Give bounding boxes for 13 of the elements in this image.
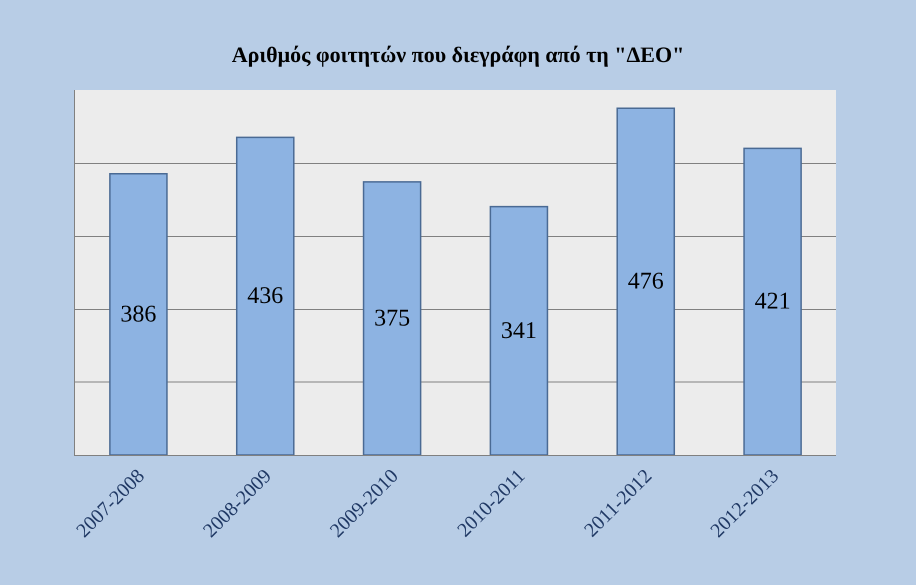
data-label: 421 [754, 288, 791, 315]
bar [743, 148, 802, 455]
data-label: 375 [374, 305, 410, 332]
data-label: 436 [247, 283, 284, 310]
bar [490, 206, 548, 455]
data-label: 341 [500, 318, 537, 344]
data-label: 476 [628, 268, 664, 295]
data-label: 386 [120, 301, 156, 328]
bar [109, 173, 168, 455]
bar [616, 108, 676, 455]
bar [236, 136, 295, 455]
bar [362, 181, 422, 455]
chart-title: Αριθμός φοιτητών που διεγράφη από τη "ΔΕΟ" [232, 42, 684, 68]
